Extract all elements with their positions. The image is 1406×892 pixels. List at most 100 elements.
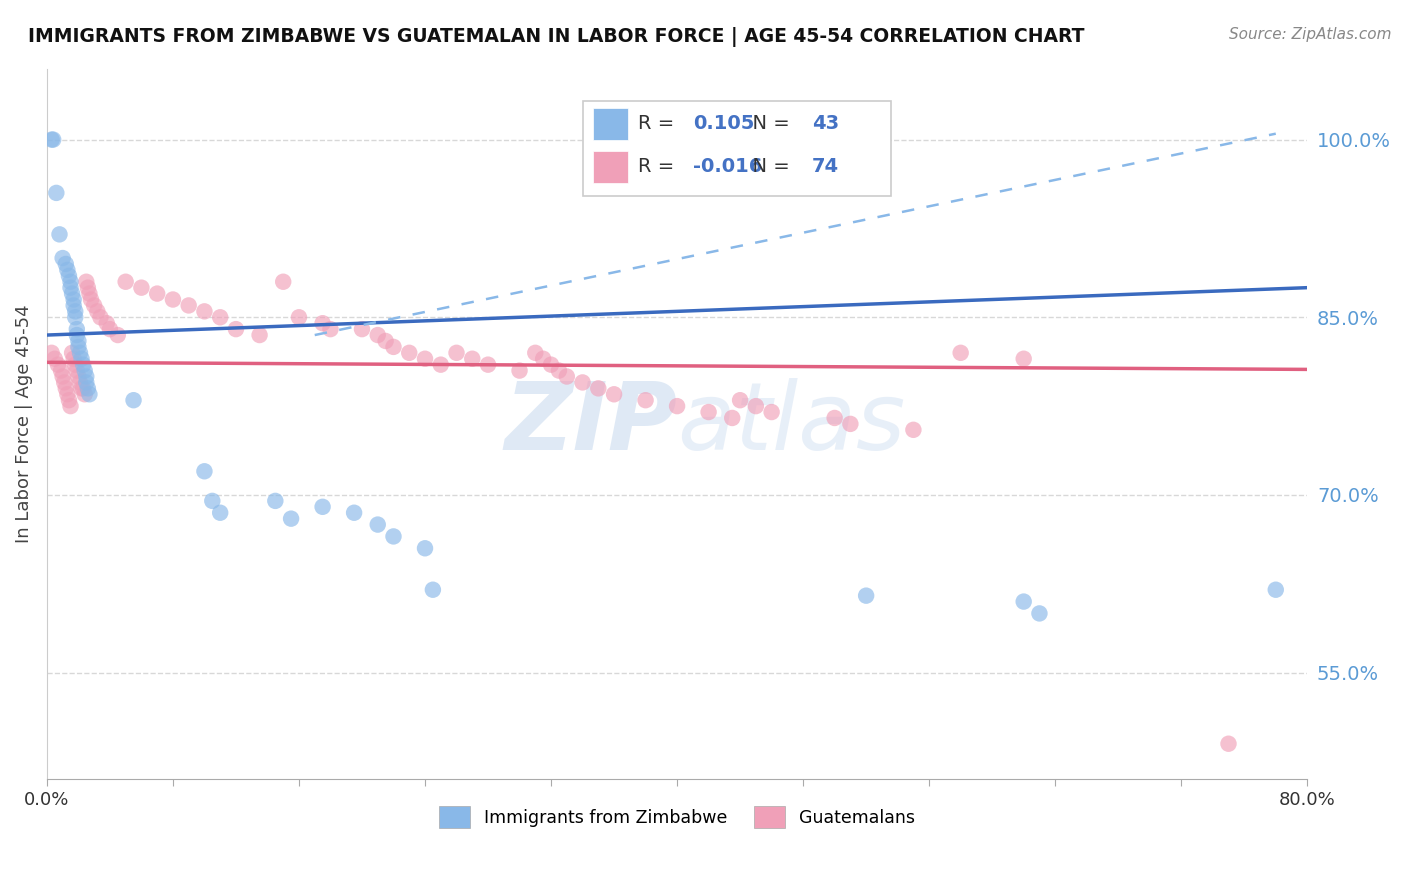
Point (83, 298, 105, 312)
Point (58, 268, 80, 283)
Point (319, 322, 342, 336)
Point (524, 346, 547, 360)
Point (48, 227, 70, 242)
Point (107, 328, 129, 343)
Point (162, 293, 184, 307)
Point (55, 257, 77, 271)
Point (86, 304, 108, 318)
Point (89, 310, 111, 325)
Point (398, 346, 420, 360)
Point (382, 529, 405, 543)
Point (461, 351, 484, 366)
Point (824, 411, 846, 425)
Bar (593, 151, 628, 183)
Point (76, 280, 98, 294)
Point (855, 589, 877, 603)
Point (114, 275, 136, 289)
Point (76, 381, 98, 395)
Text: 43: 43 (811, 114, 839, 134)
Point (55, 381, 77, 395)
Point (73, 363, 96, 377)
Point (697, 405, 720, 419)
Point (70, 381, 93, 395)
Point (60, 346, 83, 360)
Point (761, 405, 783, 419)
Point (69, 346, 91, 360)
Point (1264, 582, 1286, 597)
Point (1012, 351, 1035, 366)
Point (67, 340, 90, 354)
Text: -0.016: -0.016 (693, 157, 763, 176)
Point (65, 358, 87, 372)
Point (531, 351, 554, 366)
Point (288, 310, 311, 325)
Point (53, 376, 76, 390)
Point (509, 363, 531, 377)
Point (249, 328, 271, 343)
Point (193, 304, 215, 318)
Point (69, 376, 91, 390)
Point (413, 351, 436, 366)
Text: N =: N = (740, 114, 796, 134)
Text: 0.105: 0.105 (693, 114, 755, 134)
Point (62, 351, 84, 366)
Point (80, 293, 103, 307)
Point (745, 399, 768, 413)
Text: R =: R = (638, 157, 681, 176)
Text: R =: R = (638, 114, 681, 134)
Point (367, 328, 389, 343)
Point (311, 500, 333, 514)
Point (1012, 594, 1035, 608)
Point (52, 251, 75, 265)
Point (41, 132, 63, 146)
Point (58, 393, 80, 408)
Point (264, 494, 287, 508)
Point (201, 494, 224, 508)
Point (59, 275, 82, 289)
Point (374, 334, 396, 348)
Point (62, 293, 84, 307)
Point (311, 316, 333, 330)
Point (446, 346, 468, 360)
Point (666, 399, 689, 413)
Point (413, 541, 436, 556)
Point (422, 582, 444, 597)
Point (72, 381, 94, 395)
Point (65, 304, 87, 318)
Point (66, 328, 89, 343)
Point (56, 387, 79, 401)
Point (588, 381, 610, 395)
Text: Source: ZipAtlas.com: Source: ZipAtlas.com (1229, 27, 1392, 42)
Point (555, 369, 578, 384)
Text: IMMIGRANTS FROM ZIMBABWE VS GUATEMALAN IN LABOR FORCE | AGE 45-54 CORRELATION CH: IMMIGRANTS FROM ZIMBABWE VS GUATEMALAN I… (28, 27, 1084, 46)
Point (209, 506, 232, 520)
Point (382, 340, 405, 354)
Point (72, 358, 94, 372)
Point (56, 263, 79, 277)
Point (46, 358, 69, 372)
Point (67, 369, 90, 384)
Text: N =: N = (740, 157, 796, 176)
Point (44, 351, 66, 366)
Point (131, 280, 153, 294)
Point (429, 358, 451, 372)
Point (59, 399, 82, 413)
Point (41, 346, 63, 360)
Point (343, 506, 366, 520)
Point (839, 417, 862, 431)
Point (225, 322, 247, 336)
Legend: Immigrants from Zimbabwe, Guatemalans: Immigrants from Zimbabwe, Guatemalans (432, 799, 922, 835)
Point (70, 351, 93, 366)
Point (146, 286, 169, 301)
Point (67, 334, 90, 348)
Y-axis label: In Labor Force | Age 45-54: In Labor Force | Age 45-54 (15, 304, 32, 543)
Point (728, 393, 751, 408)
Point (1028, 607, 1050, 621)
Point (65, 310, 87, 325)
Point (75, 275, 97, 289)
Point (122, 393, 145, 408)
Point (66, 363, 89, 377)
Point (96, 316, 118, 330)
Point (209, 310, 232, 325)
Point (548, 363, 571, 377)
